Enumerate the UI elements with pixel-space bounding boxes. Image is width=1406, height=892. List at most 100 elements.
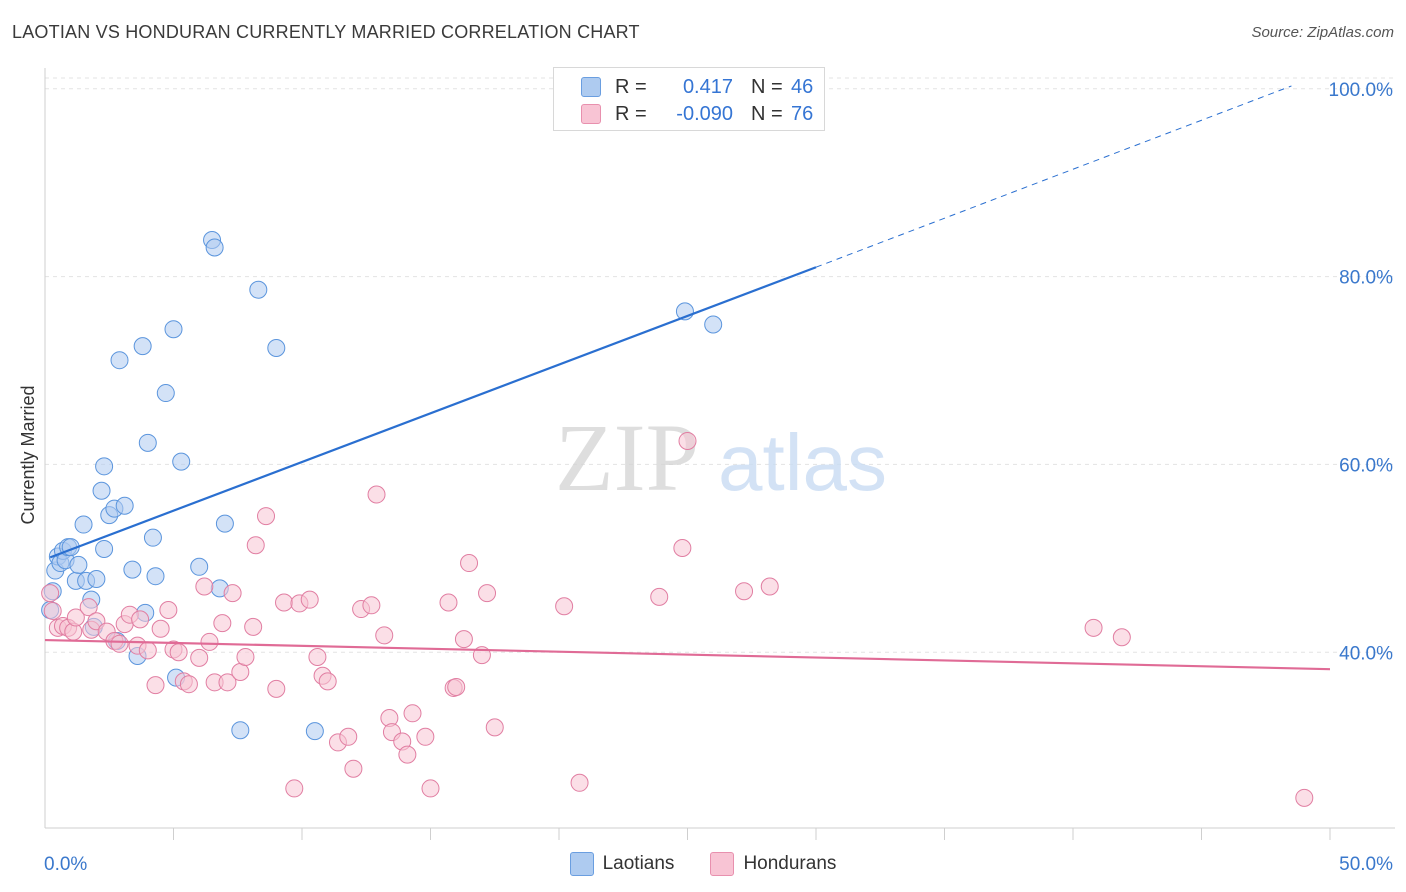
r-label: R = — [615, 75, 647, 98]
y-tick-label: 80.0% — [1339, 268, 1393, 289]
laotian-point — [267, 338, 286, 357]
honduran-point — [131, 610, 150, 629]
n-label: N = — [751, 102, 783, 125]
honduran-point — [285, 779, 304, 798]
laotian-point — [249, 280, 268, 299]
honduran-point — [236, 647, 255, 666]
honduran-point — [398, 745, 417, 764]
honduran-point — [246, 536, 265, 555]
hondurans-trend-line — [44, 638, 1331, 671]
laotian-point — [231, 721, 250, 740]
honduran-point — [244, 617, 263, 636]
honduran-point — [1084, 618, 1103, 637]
honduran-point — [344, 759, 363, 778]
y-tick-label: 40.0% — [1339, 643, 1393, 664]
honduran-point — [146, 676, 165, 695]
honduran-point — [110, 634, 129, 653]
x-tick-label: 50.0% — [1339, 854, 1393, 875]
laotian-point — [164, 320, 183, 339]
legend-row-laotians: R = 0.417 N = 46 — [554, 73, 821, 101]
honduran-point — [673, 539, 692, 558]
laotian-point — [156, 384, 175, 403]
honduran-point — [151, 619, 170, 638]
honduran-point — [421, 779, 440, 798]
honduran-point — [439, 593, 458, 612]
r-value: -0.090 — [676, 102, 733, 125]
watermark-zip: ZIP — [555, 404, 699, 511]
honduran-point — [570, 773, 589, 792]
laotian-point — [143, 528, 162, 547]
n-value: 46 — [791, 75, 814, 98]
legend-item-laotians[interactable]: Laotians — [569, 852, 674, 876]
honduran-point — [267, 679, 286, 698]
honduran-point — [179, 675, 198, 694]
x-tick-label: 0.0% — [44, 854, 87, 875]
watermark-atlas: atlas — [718, 418, 887, 507]
honduran-point — [362, 596, 381, 615]
honduran-point — [485, 718, 504, 737]
honduran-point — [447, 678, 466, 697]
n-label: N = — [751, 75, 783, 98]
honduran-point — [339, 727, 358, 746]
honduran-point — [454, 630, 473, 649]
honduran-point — [1295, 788, 1314, 807]
honduran-point — [138, 641, 157, 660]
stats-legend: R = 0.417 N = 46 R = -0.090 N = 76 — [553, 67, 825, 131]
honduran-point — [66, 608, 85, 627]
legend-row-hondurans: R = -0.090 N = 76 — [554, 100, 821, 128]
honduran-point — [169, 643, 188, 662]
honduran-point — [231, 662, 250, 681]
hondurans-swatch — [581, 104, 601, 124]
honduran-point — [735, 582, 754, 601]
laotian-point — [146, 567, 165, 586]
honduran-point — [555, 597, 574, 616]
laotians-swatch — [569, 852, 594, 876]
honduran-point — [79, 598, 98, 617]
hondurans-swatch — [710, 852, 735, 876]
honduran-point — [375, 626, 394, 645]
laotian-point — [110, 351, 129, 370]
honduran-point — [190, 648, 209, 667]
laotian-point — [172, 452, 191, 471]
honduran-point — [416, 727, 435, 746]
laotian-point — [215, 514, 234, 533]
laotians-trend-line — [49, 266, 817, 559]
laotians-swatch — [581, 77, 601, 97]
laotian-point — [69, 555, 88, 574]
honduran-point — [200, 632, 219, 651]
laotian-point — [74, 515, 93, 534]
honduran-point — [760, 577, 779, 596]
laotian-point — [95, 457, 114, 476]
honduran-point — [223, 584, 242, 603]
honduran-point — [257, 507, 276, 526]
honduran-point — [300, 590, 319, 609]
honduran-point — [195, 577, 214, 596]
legend-item-hondurans[interactable]: Hondurans — [710, 852, 836, 876]
y-axis-label: Currently Married — [18, 385, 38, 524]
legend-label-hondurans: Hondurans — [743, 853, 837, 874]
honduran-point — [460, 554, 479, 573]
laotian-point — [133, 337, 152, 356]
laotian-point — [138, 433, 157, 452]
laotian-point — [92, 481, 111, 500]
laotian-point — [704, 315, 723, 334]
n-value: 76 — [791, 102, 814, 125]
laotian-point — [115, 496, 134, 515]
r-label: R = — [615, 102, 647, 125]
honduran-point — [678, 431, 697, 450]
honduran-point — [43, 601, 62, 620]
laotian-point — [205, 238, 224, 257]
laotian-point — [190, 557, 209, 576]
laotian-point — [95, 539, 114, 558]
laotian-point — [305, 722, 324, 741]
y-tick-label: 100.0% — [1329, 80, 1394, 101]
laotian-point — [87, 570, 106, 589]
honduran-point — [41, 584, 60, 603]
honduran-point — [478, 584, 497, 603]
r-value: 0.417 — [682, 75, 733, 98]
laotians-trend-extension — [815, 85, 1292, 268]
honduran-point — [213, 614, 232, 633]
chart-title: LAOTIAN VS HONDURAN CURRENTLY MARRIED CO… — [12, 22, 640, 42]
y-tick-label: 60.0% — [1339, 455, 1393, 476]
